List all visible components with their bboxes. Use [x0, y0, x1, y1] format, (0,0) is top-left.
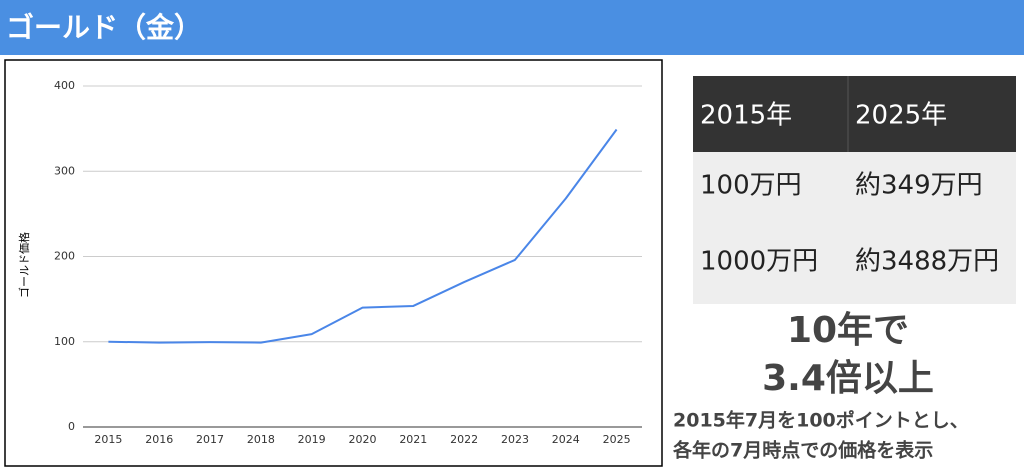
table-cell: 約349万円 [855, 171, 983, 201]
note: 各年の7月時点での価格を表示 [672, 439, 933, 462]
note: 2015年7月を100ポイントとし、 [673, 409, 969, 432]
data-line [108, 128, 618, 344]
table-header-cell: 2015年 [700, 101, 792, 131]
x-tick-label: 2015 [94, 433, 122, 446]
callout: 3.4倍以上 [762, 358, 934, 399]
chart-frame [4, 59, 663, 467]
table-cell: 100万円 [700, 171, 802, 201]
table-header-cell: 2025年 [855, 101, 947, 131]
x-tick-label: 2021 [399, 433, 427, 446]
callout: 10年で [787, 310, 909, 351]
table-cell: 1000万円 [700, 247, 818, 277]
x-tick-label: 2019 [298, 433, 326, 446]
table-cell: 約3488万円 [855, 247, 999, 277]
y-tick-label: 100 [54, 335, 75, 348]
y-tick-label: 400 [54, 79, 75, 92]
y-tick-label: 200 [54, 250, 75, 263]
y-axis-title: ゴールド価格 [17, 232, 31, 298]
x-tick-label: 2024 [552, 433, 580, 446]
x-tick-label: 2025 [603, 433, 631, 446]
x-tick-label: 2018 [247, 433, 275, 446]
x-tick-label: 2017 [196, 433, 224, 446]
x-tick-label: 2023 [501, 433, 529, 446]
page-title: ゴールド（金） [6, 11, 202, 44]
x-tick-label: 2016 [145, 433, 173, 446]
header-bar [0, 0, 1024, 55]
y-tick-label: 300 [54, 164, 75, 177]
x-tick-label: 2020 [349, 433, 377, 446]
table-header [693, 76, 1016, 152]
table-body [693, 152, 1016, 304]
y-tick-label: 0 [68, 420, 75, 433]
x-tick-label: 2022 [450, 433, 478, 446]
